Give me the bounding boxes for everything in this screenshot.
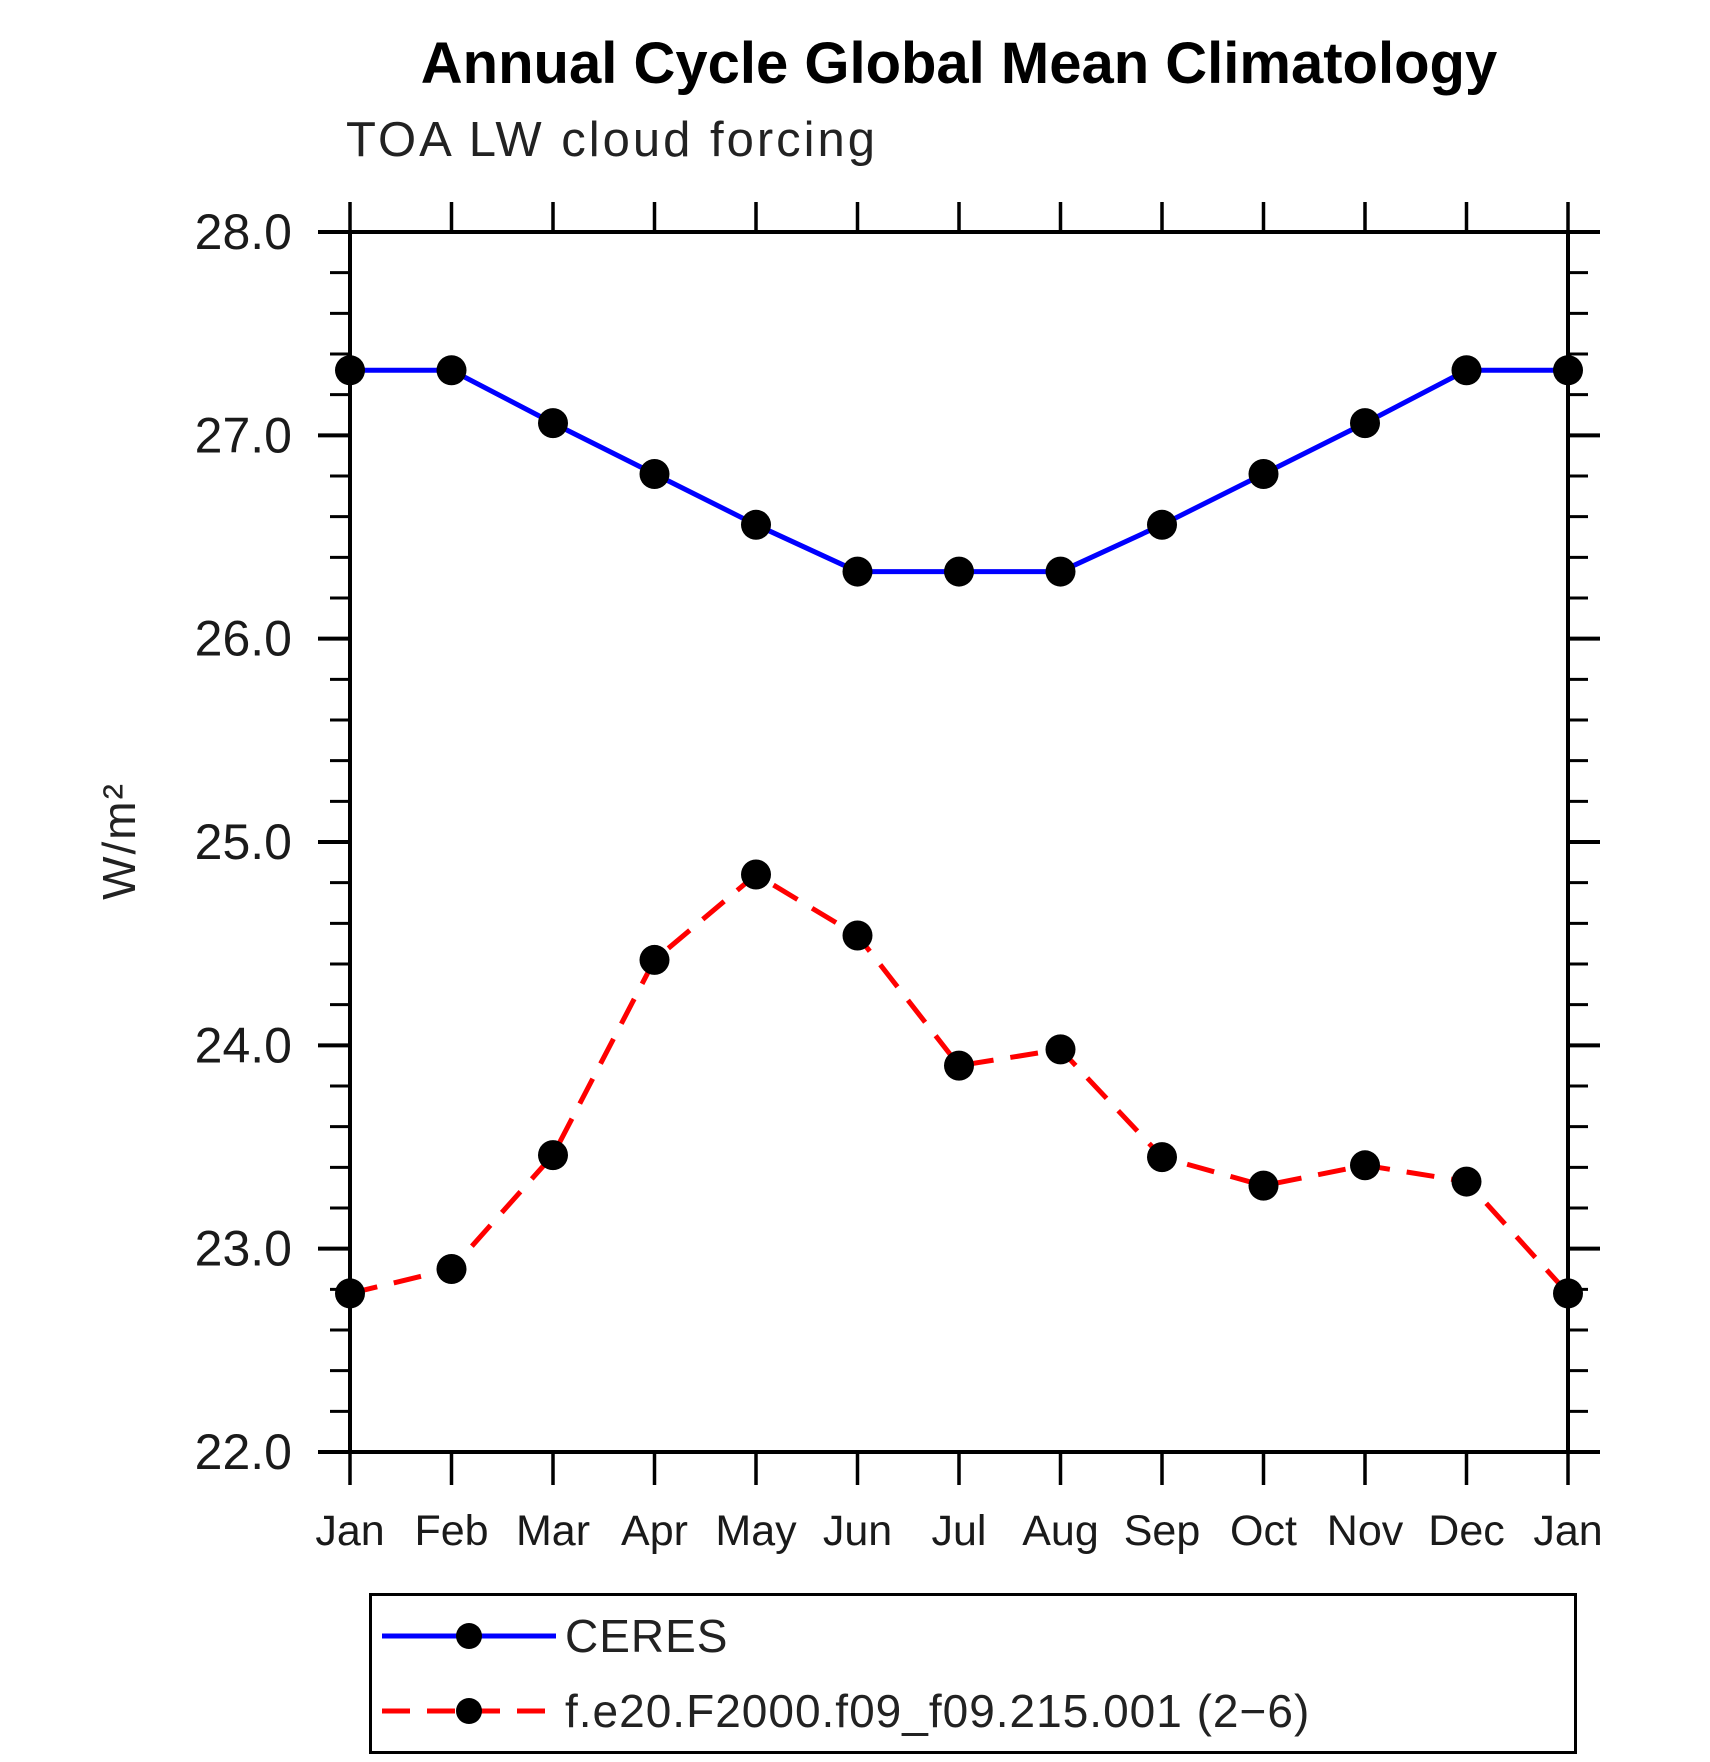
data-point: [1147, 1142, 1177, 1173]
data-point: [1248, 1170, 1279, 1201]
x-tick-label: Jun: [823, 1507, 892, 1555]
data-point: [842, 556, 873, 587]
x-tick-label: Nov: [1327, 1507, 1404, 1555]
data-point: [639, 458, 670, 489]
data-point: [1248, 458, 1279, 489]
data-point: [436, 355, 467, 386]
data-point: [538, 1140, 568, 1171]
data-point: [639, 944, 670, 975]
data-point: [335, 355, 365, 386]
data-point: [436, 1254, 467, 1284]
chart-title: Annual Cycle Global Mean Climatology: [420, 31, 1498, 96]
data-point: [1350, 1150, 1380, 1181]
x-tick-label: Feb: [414, 1507, 488, 1555]
x-tick-label: Sep: [1124, 1507, 1201, 1555]
x-tick-label: Dec: [1428, 1507, 1504, 1555]
x-tick-label: Oct: [1230, 1507, 1297, 1555]
series-line-0: [350, 367, 1568, 575]
model-line-sample-icon: [382, 1698, 556, 1724]
data-point: [1451, 355, 1482, 386]
data-point: [842, 920, 873, 951]
y-tick-label: 23.0: [195, 1221, 292, 1277]
y-tick-label: 25.0: [195, 814, 292, 870]
x-tick-label: May: [715, 1507, 797, 1555]
data-point: [944, 556, 974, 587]
data-point: [1045, 1034, 1076, 1065]
x-tick-label: Aug: [1022, 1507, 1099, 1555]
data-point: [335, 1278, 365, 1309]
chart-subtitle: TOA LW cloud forcing: [346, 113, 879, 167]
y-tick-label: 22.0: [195, 1424, 292, 1480]
data-point: [1451, 1166, 1482, 1197]
data-point: [1147, 509, 1177, 540]
data-point: [538, 408, 568, 439]
legend-label-ceres: CERES: [565, 1610, 729, 1662]
series-line-1: [349, 871, 1570, 1296]
ceres-line-sample-icon: [382, 1623, 556, 1649]
legend-entry-ceres: CERES: [372, 1601, 1574, 1671]
x-tick-label: Mar: [516, 1507, 590, 1555]
data-point: [741, 509, 771, 540]
data-point: [1553, 1278, 1583, 1309]
y-tick-label: 26.0: [195, 611, 292, 667]
y-tick-label: 24.0: [195, 1017, 292, 1073]
x-tick-label: Jul: [932, 1507, 987, 1555]
legend-entry-model: f.e20.F2000.f09_f09.215.001 (2−6): [372, 1676, 1574, 1746]
y-tick-label: 27.0: [195, 407, 292, 463]
data-point: [1350, 408, 1380, 439]
x-tick-label: Jan: [1533, 1507, 1602, 1555]
data-point: [1553, 355, 1583, 386]
legend: CERES f.e20.F2000.f09_f09.215.001 (2−6): [369, 1593, 1577, 1754]
data-point: [741, 859, 771, 890]
y-tick-label: 28.0: [195, 204, 292, 260]
data-point: [1045, 556, 1076, 587]
legend-label-model: f.e20.F2000.f09_f09.215.001 (2−6): [565, 1685, 1311, 1737]
x-tick-label: Apr: [621, 1507, 688, 1555]
data-point: [944, 1050, 974, 1081]
x-tick-label: Jan: [315, 1507, 384, 1555]
